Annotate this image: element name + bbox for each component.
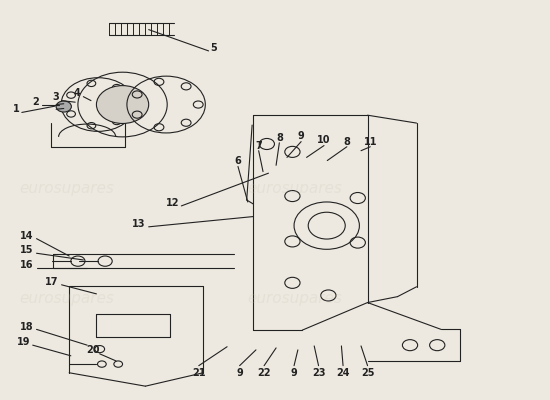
Text: 9: 9 — [298, 132, 305, 142]
Text: eurosupares: eurosupares — [248, 291, 343, 306]
Text: 23: 23 — [312, 368, 325, 378]
Circle shape — [96, 86, 148, 124]
Text: 21: 21 — [192, 368, 206, 378]
Text: 1: 1 — [13, 104, 20, 114]
Text: 18: 18 — [20, 322, 34, 332]
Text: 22: 22 — [257, 368, 271, 378]
Text: 9: 9 — [236, 368, 243, 378]
Text: 16: 16 — [20, 260, 34, 270]
Text: 25: 25 — [361, 368, 375, 378]
Text: 8: 8 — [343, 137, 350, 147]
Text: 8: 8 — [276, 133, 283, 143]
Text: 5: 5 — [210, 43, 217, 53]
Text: 12: 12 — [166, 198, 179, 208]
Text: eurosupares: eurosupares — [19, 181, 114, 196]
Text: eurosupares: eurosupares — [248, 181, 343, 196]
Text: 6: 6 — [235, 156, 241, 166]
Text: 9: 9 — [291, 368, 298, 378]
Text: 3: 3 — [52, 92, 59, 102]
Text: 17: 17 — [45, 277, 58, 287]
Text: 14: 14 — [20, 231, 34, 241]
Text: 13: 13 — [132, 219, 146, 229]
Text: 10: 10 — [317, 136, 331, 146]
Text: 20: 20 — [86, 345, 100, 355]
Text: 7: 7 — [255, 140, 262, 150]
Text: 24: 24 — [336, 368, 350, 378]
Text: 19: 19 — [16, 337, 30, 347]
Text: 11: 11 — [364, 137, 377, 147]
Text: 15: 15 — [20, 246, 34, 256]
Text: 4: 4 — [74, 88, 81, 98]
Circle shape — [56, 101, 72, 112]
Text: eurosupares: eurosupares — [19, 291, 114, 306]
Text: 2: 2 — [32, 97, 39, 107]
